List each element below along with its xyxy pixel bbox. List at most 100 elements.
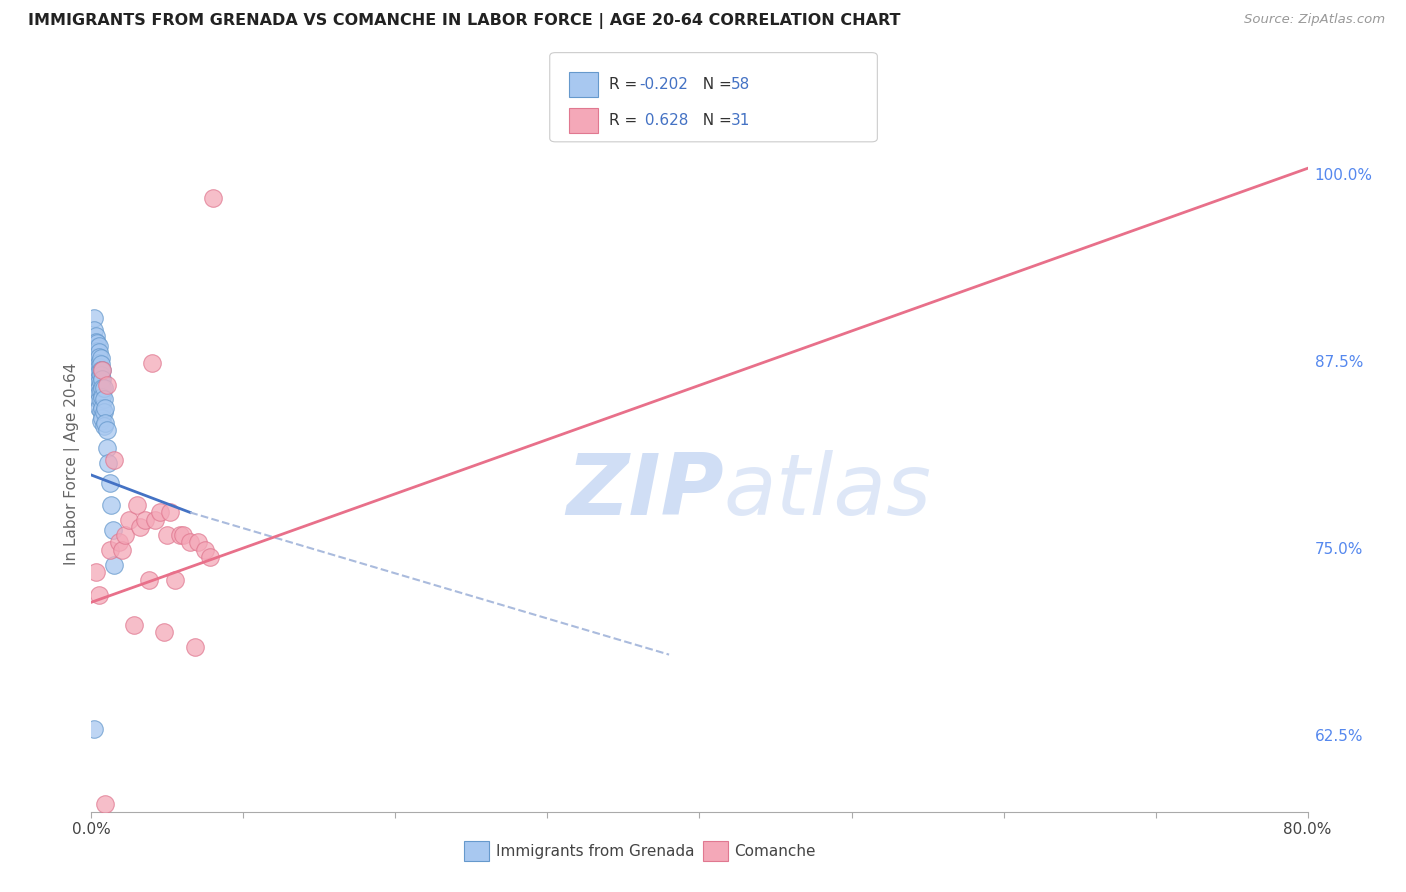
Point	[91, 363, 114, 377]
Point	[84, 334, 107, 349]
Point	[122, 617, 145, 632]
Text: 100.0%: 100.0%	[1315, 169, 1372, 184]
Point	[87, 376, 110, 390]
Point	[97, 456, 120, 470]
Point	[103, 558, 125, 572]
Text: N =: N =	[693, 78, 737, 93]
Text: 31: 31	[731, 112, 751, 128]
Point	[141, 356, 163, 370]
Point	[86, 381, 108, 395]
Point	[87, 356, 110, 370]
Point	[89, 368, 111, 382]
Point	[153, 625, 176, 640]
Point	[91, 401, 114, 415]
Point	[89, 384, 111, 399]
Point	[202, 191, 225, 205]
Point	[96, 378, 118, 392]
Text: R =: R =	[609, 78, 643, 93]
Point	[101, 524, 124, 538]
Point	[89, 393, 111, 408]
Text: Immigrants from Grenada: Immigrants from Grenada	[496, 845, 695, 859]
Point	[103, 453, 125, 467]
Point	[83, 323, 105, 337]
Point	[91, 411, 114, 425]
Point	[86, 374, 108, 388]
Point	[87, 385, 110, 400]
Text: -0.202: -0.202	[640, 78, 689, 93]
Point	[107, 535, 129, 549]
Point	[194, 542, 217, 557]
Point	[87, 350, 110, 364]
Point	[87, 339, 110, 353]
Point	[129, 520, 152, 534]
Text: IMMIGRANTS FROM GRENADA VS COMANCHE IN LABOR FORCE | AGE 20-64 CORRELATION CHART: IMMIGRANTS FROM GRENADA VS COMANCHE IN L…	[28, 13, 901, 29]
Point	[87, 381, 110, 395]
Text: Source: ZipAtlas.com: Source: ZipAtlas.com	[1244, 13, 1385, 27]
Point	[172, 528, 194, 542]
Point	[84, 329, 107, 343]
Point	[96, 423, 118, 437]
Point	[83, 723, 105, 737]
Point	[187, 535, 209, 549]
Point	[111, 542, 134, 557]
Point	[163, 573, 186, 587]
Point	[89, 376, 111, 390]
Point	[93, 405, 115, 419]
Point	[84, 356, 107, 370]
Text: 75.0%: 75.0%	[1315, 542, 1362, 558]
Point	[89, 363, 111, 377]
Point	[94, 401, 117, 415]
Text: 58: 58	[731, 78, 751, 93]
Text: Comanche: Comanche	[734, 845, 815, 859]
Point	[86, 367, 108, 381]
Point	[86, 343, 108, 358]
Text: 0.628: 0.628	[640, 112, 688, 128]
Point	[89, 351, 111, 366]
Point	[84, 341, 107, 355]
Point	[114, 528, 136, 542]
Point	[89, 414, 111, 428]
Point	[94, 416, 117, 430]
Point	[91, 390, 114, 404]
Point	[91, 372, 114, 386]
Point	[87, 588, 110, 602]
Point	[100, 498, 122, 512]
Text: R =: R =	[609, 112, 643, 128]
Y-axis label: In Labor Force | Age 20-64: In Labor Force | Age 20-64	[65, 363, 80, 565]
Text: 62.5%: 62.5%	[1315, 730, 1362, 745]
Point	[86, 350, 108, 364]
Point	[184, 640, 207, 654]
Point	[84, 566, 107, 580]
Point	[86, 360, 108, 375]
Point	[87, 365, 110, 379]
Text: ZIP: ZIP	[567, 450, 724, 533]
Point	[118, 513, 141, 527]
Point	[86, 356, 108, 370]
Point	[143, 513, 166, 527]
Text: 87.5%: 87.5%	[1315, 355, 1362, 370]
Point	[149, 506, 172, 520]
Point	[91, 381, 114, 395]
Point	[87, 360, 110, 375]
Point	[94, 797, 117, 812]
Point	[93, 381, 115, 395]
Point	[179, 535, 201, 549]
Point	[93, 418, 115, 433]
Point	[87, 393, 110, 408]
Point	[169, 528, 191, 542]
Point	[84, 350, 107, 364]
Point	[89, 403, 111, 417]
Point	[138, 573, 160, 587]
Point	[87, 371, 110, 385]
Point	[159, 506, 181, 520]
Point	[86, 336, 108, 351]
Point	[134, 513, 156, 527]
Point	[98, 542, 121, 557]
Point	[84, 361, 107, 376]
Text: atlas: atlas	[724, 450, 932, 533]
Point	[96, 441, 118, 455]
Point	[156, 528, 179, 542]
Point	[89, 357, 111, 371]
Text: N =: N =	[693, 112, 737, 128]
Point	[198, 550, 221, 565]
